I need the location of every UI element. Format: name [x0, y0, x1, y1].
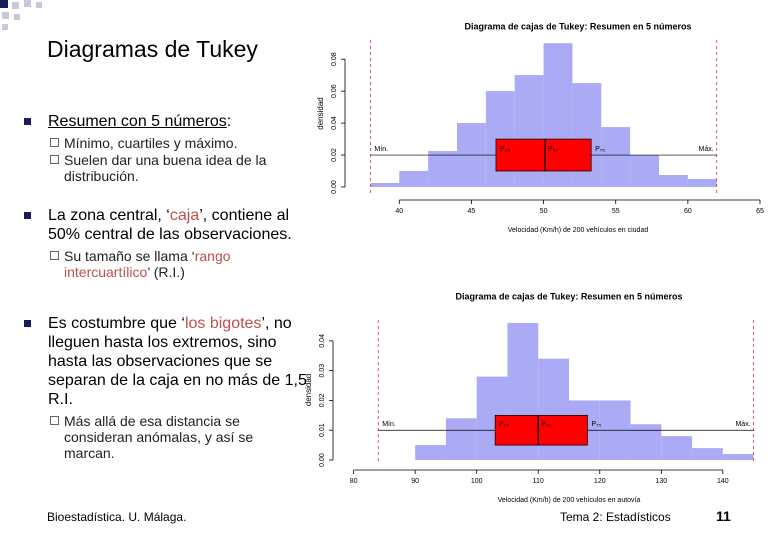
x-tick-label: 65 — [756, 208, 764, 215]
x-tick-label: 80 — [350, 478, 358, 485]
sub-highlight: rango intercuartílico — [64, 248, 231, 280]
y-tick-label: 0.06 — [331, 84, 338, 98]
y-tick-label: 0.01 — [319, 423, 326, 437]
box-label: Máx. — [735, 421, 750, 428]
box-label: P₅₀ — [548, 146, 558, 153]
x-tick-label: 40 — [395, 208, 403, 215]
bar — [428, 151, 457, 187]
bullet-text: : — [226, 113, 232, 130]
bar — [630, 424, 662, 460]
box-label: Mín. — [374, 146, 388, 153]
bullet-highlight: los bigotes — [184, 315, 262, 332]
footer-center: Tema 2: Estadísticos — [560, 510, 671, 524]
y-tick-label: 0.04 — [319, 334, 326, 348]
x-tick-label: 45 — [468, 208, 476, 215]
y-tick-label: 0.02 — [319, 394, 326, 408]
bullet-text: ’, no lleguen hasta los extremos, sino h… — [48, 315, 307, 408]
bullet: La zona central, ‘caja’, contiene al 50%… — [22, 206, 307, 244]
sub-bullet: Su tamaño se llama ‘rango intercuartílic… — [22, 248, 307, 280]
bullet-text: La zona central, ‘ — [48, 207, 170, 224]
bar — [445, 418, 477, 460]
x-axis-label: Velocidad (Km/h) de 200 vehículos en ciu… — [508, 227, 649, 234]
bullet-text: Resumen con 5 números — [48, 113, 227, 130]
slide-title: Diagramas de Tukey — [47, 36, 258, 62]
bullet: Resumen con 5 números: — [22, 112, 307, 131]
bullet-text: Es costumbre que ‘ — [48, 315, 185, 332]
bullet-list: Resumen con 5 números: Mínimo, cuartiles… — [22, 112, 307, 462]
page-number: 11 — [716, 508, 731, 524]
box-label: P₇₅ — [591, 421, 601, 428]
bar — [722, 454, 754, 460]
sub-bullet: Mínimo, cuartiles y máximo. — [22, 135, 307, 151]
sub-text: ’ (R.I.) — [147, 264, 185, 280]
chart-title: Diagrama de cajas de Tukey: Resumen en 5… — [465, 21, 692, 31]
box-label: P₂₅ — [500, 146, 510, 153]
bar — [370, 183, 400, 187]
y-tick-label: 0.03 — [319, 364, 326, 378]
y-tick-label: 0.04 — [331, 116, 338, 130]
decoration — [0, 0, 42, 30]
bullet: Es costumbre que ‘los bigotes’, no llegu… — [22, 314, 307, 409]
y-tick-label: 0.08 — [331, 52, 338, 66]
bar — [687, 179, 717, 187]
sub-text: Su tamaño se llama ‘ — [64, 248, 195, 264]
sub-bullet: Más allá de esa distancia se consideran … — [22, 413, 307, 461]
y-axis-label: densidad — [304, 374, 313, 406]
sub-bullet: Suelen dar una buena idea de la distribu… — [22, 152, 307, 184]
box — [494, 414, 588, 446]
x-tick-label: 55 — [612, 208, 620, 215]
y-axis-label: densidad — [316, 97, 325, 129]
y-tick-label: 0.02 — [331, 148, 338, 162]
bullet-text: ’, contiene al 50% central de las observ… — [48, 207, 292, 243]
bar — [572, 83, 602, 187]
x-axis-label: Velocidad (Km/h) de 200 vehículos en aut… — [498, 497, 641, 504]
x-tick-label: 110 — [533, 478, 544, 485]
box-label: P₂₅ — [499, 421, 509, 428]
bar — [601, 127, 631, 187]
x-tick-label: 60 — [684, 208, 692, 215]
bar — [415, 445, 446, 460]
box-label: Mín. — [382, 421, 396, 428]
y-tick-label: 0.00 — [331, 180, 338, 194]
bar — [692, 448, 723, 460]
box-label: P₇₅ — [595, 146, 605, 153]
x-tick-label: 140 — [717, 478, 729, 485]
x-tick-label: 50 — [540, 208, 548, 215]
bar — [659, 175, 688, 187]
bar — [399, 171, 429, 187]
box-label: Máx. — [699, 146, 714, 153]
box — [495, 138, 592, 172]
box-label: P₅₀ — [541, 421, 551, 428]
bar — [630, 155, 659, 187]
x-tick-label: 130 — [655, 478, 667, 485]
y-tick-label: 0.00 — [319, 453, 326, 467]
x-tick-label: 100 — [471, 478, 483, 485]
bullet-highlight: caja — [169, 207, 200, 224]
chart-title: Diagrama de cajas de Tukey: Resumen en 5… — [456, 291, 683, 301]
x-tick-label: 90 — [411, 478, 419, 485]
bar — [661, 436, 693, 460]
footer-left: Bioestadística. U. Málaga. — [47, 510, 187, 524]
x-tick-label: 120 — [594, 478, 606, 485]
